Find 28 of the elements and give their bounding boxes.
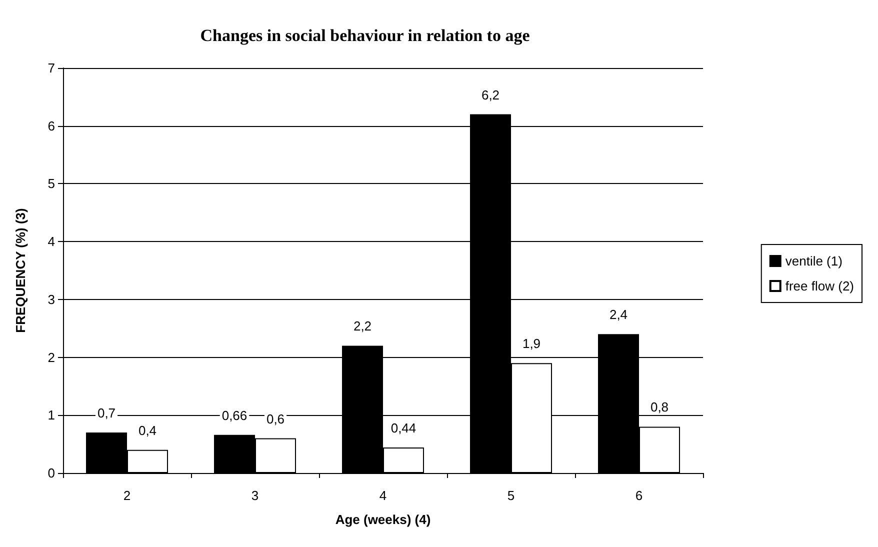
data-label: 0,66 [222,408,248,423]
x-tick-label: 5 [507,488,515,503]
x-tick-label: 4 [379,488,387,503]
data-label: 0,44 [390,420,416,436]
y-tick-label: 6 [48,118,55,134]
y-tick-label: 5 [48,176,55,192]
data-label: 2,4 [609,307,628,322]
y-tick-label: 2 [48,350,55,365]
y-tick-label: 1 [48,408,55,423]
x-tick-label: 6 [635,488,643,503]
data-label: 0,7 [97,406,116,420]
legend-label: ventile (1) [785,254,842,268]
data-label: 0,4 [138,422,157,438]
legend-label: free flow (2) [785,278,854,294]
data-label: 2,2 [353,318,372,334]
data-label: 6,2 [481,87,500,102]
x-tick-label: 3 [251,488,259,503]
x-axis-title: Age (weeks) (4) [335,512,431,527]
y-axis-title: FREQUENCY (%) (3) [13,208,28,333]
chart-title: Changes in social behaviour in relation to age [200,26,530,45]
y-tick-label: 0 [48,466,55,480]
y-tick-label: 7 [48,60,55,76]
y-tick-label: 4 [48,234,55,250]
data-label: 0,6 [266,411,285,426]
data-label: 0,8 [650,400,669,415]
x-tick-label: 2 [123,488,131,503]
data-label: 1,9 [522,336,541,352]
y-tick-label: 3 [48,292,55,307]
